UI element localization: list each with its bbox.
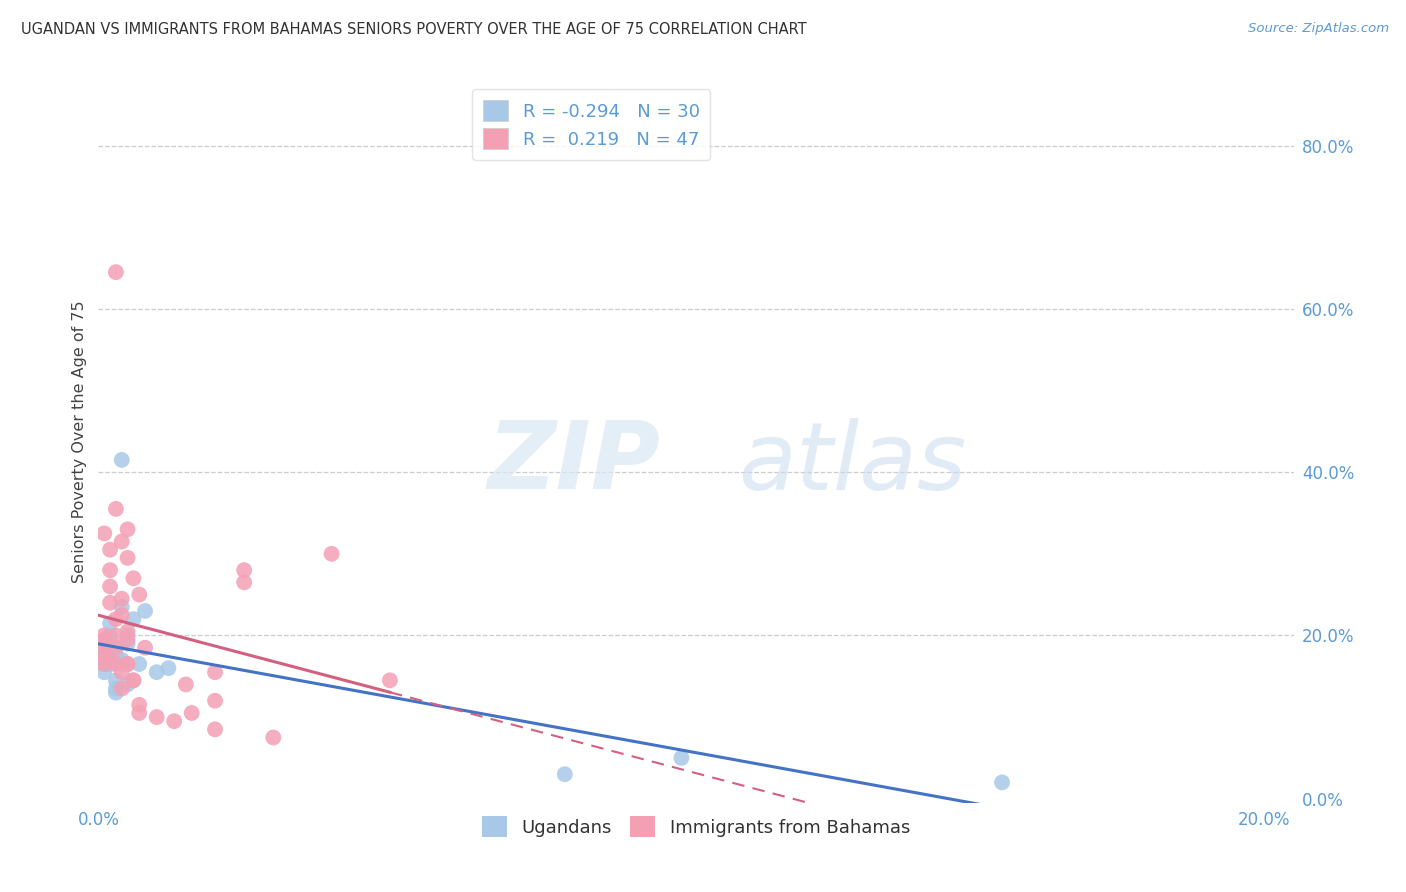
Point — [117, 632, 139, 647]
Point — [204, 665, 226, 680]
Text: Source: ZipAtlas.com: Source: ZipAtlas.com — [1249, 22, 1389, 36]
Point — [104, 673, 127, 688]
Point — [104, 628, 127, 642]
Point — [104, 681, 127, 696]
Point — [145, 710, 167, 724]
Point — [180, 706, 202, 720]
Point — [233, 575, 256, 590]
Point — [104, 612, 127, 626]
Point — [98, 653, 121, 667]
Point — [98, 596, 121, 610]
Point — [104, 657, 127, 671]
Point — [262, 731, 284, 745]
Point — [128, 706, 150, 720]
Point — [134, 640, 156, 655]
Point — [554, 767, 576, 781]
Point — [98, 653, 121, 667]
Point — [117, 624, 139, 639]
Point — [117, 637, 139, 651]
Point — [233, 563, 256, 577]
Point — [204, 694, 226, 708]
Text: UGANDAN VS IMMIGRANTS FROM BAHAMAS SENIORS POVERTY OVER THE AGE OF 75 CORRELATIO: UGANDAN VS IMMIGRANTS FROM BAHAMAS SENIO… — [21, 22, 807, 37]
Point — [104, 265, 127, 279]
Y-axis label: Seniors Poverty Over the Age of 75: Seniors Poverty Over the Age of 75 — [72, 301, 87, 582]
Point — [98, 645, 121, 659]
Point — [93, 648, 115, 663]
Point — [111, 599, 134, 614]
Point — [122, 673, 145, 688]
Text: atlas: atlas — [738, 417, 966, 508]
Point — [321, 547, 343, 561]
Point — [204, 723, 226, 737]
Point — [93, 640, 115, 655]
Point — [117, 628, 139, 642]
Point — [671, 751, 693, 765]
Point — [117, 677, 139, 691]
Point — [93, 657, 115, 671]
Point — [174, 677, 197, 691]
Point — [128, 698, 150, 712]
Text: ZIP: ZIP — [488, 417, 661, 509]
Point — [98, 542, 121, 557]
Point — [93, 628, 115, 642]
Point — [111, 653, 134, 667]
Point — [111, 591, 134, 606]
Point — [128, 657, 150, 671]
Point — [98, 563, 121, 577]
Point — [122, 673, 145, 688]
Point — [145, 665, 167, 680]
Point — [93, 632, 115, 647]
Point — [122, 612, 145, 626]
Point — [128, 588, 150, 602]
Point — [134, 604, 156, 618]
Point — [378, 673, 401, 688]
Point — [93, 657, 115, 671]
Point — [93, 648, 115, 663]
Point — [98, 657, 121, 671]
Point — [98, 616, 121, 631]
Point — [117, 550, 139, 565]
Point — [991, 775, 1014, 789]
Point — [117, 657, 139, 671]
Point — [117, 657, 139, 671]
Legend: Ugandans, Immigrants from Bahamas: Ugandans, Immigrants from Bahamas — [475, 809, 917, 845]
Point — [117, 522, 139, 536]
Point — [111, 453, 134, 467]
Point — [111, 657, 134, 671]
Point — [111, 607, 134, 622]
Point — [104, 648, 127, 663]
Point — [104, 502, 127, 516]
Point — [111, 665, 134, 680]
Point — [93, 526, 115, 541]
Point — [122, 571, 145, 585]
Point — [104, 640, 127, 655]
Point — [93, 665, 115, 680]
Point — [104, 640, 127, 655]
Point — [111, 534, 134, 549]
Point — [157, 661, 180, 675]
Point — [111, 681, 134, 696]
Point — [163, 714, 186, 728]
Point — [98, 579, 121, 593]
Point — [93, 632, 115, 647]
Point — [98, 628, 121, 642]
Point — [93, 640, 115, 655]
Point — [104, 685, 127, 699]
